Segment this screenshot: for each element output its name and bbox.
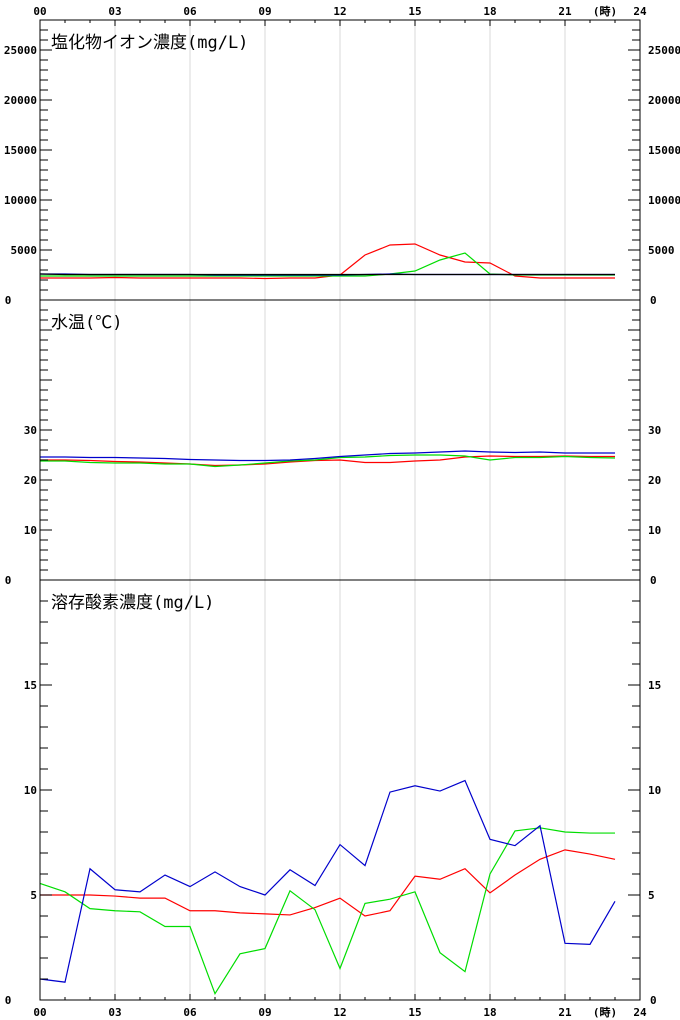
y-tick-label-left: 5 [30, 889, 37, 902]
x-tick-label-top: 03 [108, 5, 121, 18]
y-tick-label-right: 5000 [648, 244, 675, 257]
y-tick-label-left: 10000 [4, 194, 37, 207]
x-tick-label-top: 15 [408, 5, 421, 18]
x-tick-label-bottom: 21 [558, 1006, 572, 1019]
y-tick-label-right: 0 [650, 294, 657, 307]
x-tick-label-top: 06 [183, 5, 197, 18]
panel-title: 水温(℃) [51, 313, 122, 333]
x-tick-label-top: 12 [333, 5, 346, 18]
x-tick-label-bottom: 18 [483, 1006, 496, 1019]
y-tick-label-right: 25000 [648, 44, 680, 57]
y-tick-label-left: 10 [24, 524, 37, 537]
x-tick-label-top: 18 [483, 5, 496, 18]
x-tick-label-bottom: 06 [183, 1006, 197, 1019]
y-tick-label-left: 20000 [4, 94, 37, 107]
x-tick-label-bottom: 03 [108, 1006, 121, 1019]
x-tick-label-bottom: 09 [258, 1006, 271, 1019]
panel-title: 塩化物イオン濃度(mg/L) [51, 33, 248, 53]
y-tick-label-right: 15 [648, 679, 661, 692]
y-tick-label-left: 10 [24, 784, 37, 797]
series-line-1-1 [40, 454, 616, 468]
y-tick-label-left: 0 [5, 994, 12, 1007]
y-tick-label-right: 10 [648, 784, 661, 797]
y-tick-label-right: 20000 [648, 94, 680, 107]
x-unit-label-top: (時) [593, 4, 617, 18]
y-tick-label-right: 0 [650, 994, 657, 1007]
x-tick-label-top: 21 [558, 5, 572, 18]
x-tick-label-top: 24 [633, 5, 647, 18]
tick-layer [39, 19, 641, 1001]
y-tick-label-right: 15000 [648, 144, 680, 157]
y-tick-label-right: 10 [648, 524, 661, 537]
y-tick-label-left: 25000 [4, 44, 37, 57]
x-tick-label-bottom: 12 [333, 1006, 346, 1019]
series-line-1-2 [40, 450, 615, 462]
x-tick-label-bottom: 00 [33, 1006, 46, 1019]
series-line-0-1 [40, 252, 615, 277]
x-unit-label-bottom: (時) [593, 1005, 617, 1019]
y-tick-label-right: 5 [648, 889, 655, 902]
series-line-2-1 [39, 827, 615, 996]
y-tick-label-left: 0 [5, 574, 12, 587]
y-tick-label-left: 0 [5, 294, 12, 307]
series-line-1-0 [40, 455, 615, 467]
x-tick-label-bottom: 15 [408, 1006, 421, 1019]
y-tick-label-right: 10000 [648, 194, 680, 207]
series-line-0-3 [39, 273, 615, 276]
y-tick-label-right: 20 [648, 474, 661, 487]
y-tick-label-right: 0 [650, 574, 657, 587]
y-tick-label-left: 5000 [11, 244, 38, 257]
y-tick-label-left: 15000 [4, 144, 37, 157]
series-line-2-0 [40, 849, 616, 917]
series-line-0-0 [40, 243, 615, 280]
y-tick-label-left: 15 [24, 679, 37, 692]
series-line-2-2 [39, 779, 616, 983]
y-tick-label-left: 30 [24, 424, 37, 437]
y-tick-label-right: 30 [648, 424, 661, 437]
series-layer [39, 243, 616, 996]
grid-layer [114, 20, 566, 1000]
x-tick-label-top: 09 [258, 5, 271, 18]
x-tick-label-top: 00 [33, 5, 46, 18]
x-tick-label-bottom: 24 [633, 1006, 647, 1019]
label-layer: 000003030606090912121515181821212424(時)(… [4, 4, 680, 1019]
panel-title: 溶存酸素濃度(mg/L) [51, 593, 214, 613]
y-tick-label-left: 20 [24, 474, 37, 487]
